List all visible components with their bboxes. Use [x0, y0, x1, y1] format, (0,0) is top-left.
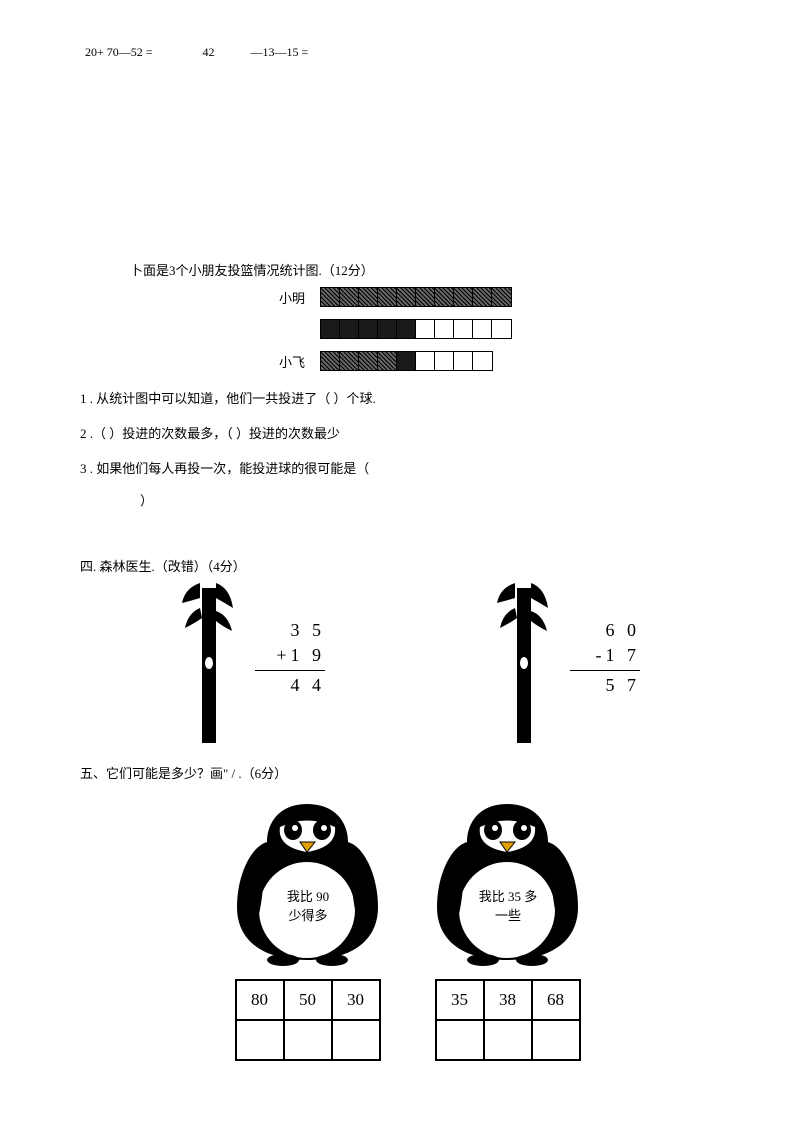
- top-equations-row: 20+ 70—52 = 42 —13—15 =: [85, 45, 740, 60]
- tree-icon: [495, 583, 550, 748]
- chart-cell: [321, 320, 340, 338]
- penguin-2-text: 我比 35 多 一些: [473, 887, 543, 926]
- chart-cell: [435, 288, 454, 306]
- chart-cell: [416, 320, 435, 338]
- chart-cell: [454, 352, 473, 370]
- section4-title: 四. 森林医生.（改错）（4分）: [80, 556, 740, 575]
- chart-cell: [340, 352, 359, 370]
- answer-cell[interactable]: [284, 1020, 332, 1060]
- chart-cell: [454, 320, 473, 338]
- options-table-2: 35 38 68: [435, 979, 581, 1061]
- chart-cell: [473, 352, 492, 370]
- chart-cell: [340, 288, 359, 306]
- option-cell[interactable]: 68: [532, 980, 580, 1020]
- chart-cell: [397, 320, 416, 338]
- question-1: 1 . 从统计图中可以知道，他们一共投进了（ ）个球.: [80, 383, 740, 414]
- trees-row: 3 5 +1 9 4 4 6 0 -1 7 5 7: [180, 583, 740, 748]
- chart-cell: [359, 352, 378, 370]
- question-2: 2 .（ ）投进的次数最多，（ ）投进的次数最少: [80, 418, 740, 449]
- chart-bar: [320, 287, 512, 307]
- chart-cell: [397, 288, 416, 306]
- chart-cell: [321, 288, 340, 306]
- answer-cell[interactable]: [332, 1020, 380, 1060]
- option-cell[interactable]: 30: [332, 980, 380, 1020]
- chart-cell: [378, 288, 397, 306]
- chart-cell: [321, 352, 340, 370]
- chart-row: 小飞: [255, 351, 740, 371]
- answer-cell[interactable]: [436, 1020, 484, 1060]
- answer-cell[interactable]: [532, 1020, 580, 1060]
- section5-title: 五、它们可能是多少？画" / .（6分）: [80, 763, 740, 782]
- penguin-1-text: 我比 90 少得多: [273, 887, 343, 926]
- chart-cell: [359, 320, 378, 338]
- penguins-row: 我比 90 少得多 80 50 30: [225, 792, 740, 1061]
- worksheet-page: 20+ 70—52 = 42 —13—15 = 卜面是3个小朋友投篮情况统计图.…: [0, 0, 800, 1091]
- option-cell[interactable]: 35: [436, 980, 484, 1020]
- chart-label: 小飞: [255, 352, 320, 371]
- chart-cell: [416, 352, 435, 370]
- chart-cell: [378, 320, 397, 338]
- equation-2: 42 —13—15 =: [203, 45, 309, 60]
- tree-problem-2: 6 0 -1 7 5 7: [495, 583, 640, 748]
- chart-label: 小明: [255, 288, 320, 307]
- chart-row: [255, 319, 740, 339]
- chart-cell: [359, 288, 378, 306]
- chart-cell: [454, 288, 473, 306]
- chart-cell: [378, 352, 397, 370]
- penguin-icon: [225, 792, 390, 967]
- chart-cell: [416, 288, 435, 306]
- chart-cell: [340, 320, 359, 338]
- chart-cell: [435, 320, 454, 338]
- penguin-block-2: 我比 35 多 一些 35 38 68: [425, 792, 590, 1061]
- options-table-1: 80 50 30: [235, 979, 381, 1061]
- chart-cell: [492, 320, 511, 338]
- bar-chart: 小明小飞: [85, 287, 740, 371]
- chart-cell: [397, 352, 416, 370]
- option-cell[interactable]: 50: [284, 980, 332, 1020]
- option-cell[interactable]: 80: [236, 980, 284, 1020]
- chart-bar: [320, 351, 493, 371]
- penguin-icon: [425, 792, 590, 967]
- chart-cell: [473, 320, 492, 338]
- calculation-2: 6 0 -1 7 5 7: [570, 618, 640, 699]
- section3-questions: 1 . 从统计图中可以知道，他们一共投进了（ ）个球. 2 .（ ）投进的次数最…: [80, 383, 740, 516]
- option-cell[interactable]: 38: [484, 980, 532, 1020]
- chart-cell: [473, 288, 492, 306]
- chart-row: 小明: [255, 287, 740, 307]
- answer-cell[interactable]: [236, 1020, 284, 1060]
- chart-bar: [320, 319, 512, 339]
- chart-cell: [492, 288, 511, 306]
- tree-icon: [180, 583, 235, 748]
- section3-title: 卜面是3个小朋友投篮情况统计图.（12分）: [130, 260, 740, 279]
- chart-cell: [435, 352, 454, 370]
- question-3: 3 . 如果他们每人再投一次，能投进球的很可能是（ ）: [80, 453, 740, 515]
- tree-problem-1: 3 5 +1 9 4 4: [180, 583, 325, 748]
- penguin-block-1: 我比 90 少得多 80 50 30: [225, 792, 390, 1061]
- answer-cell[interactable]: [484, 1020, 532, 1060]
- equation-1: 20+ 70—52 =: [85, 45, 153, 60]
- calculation-1: 3 5 +1 9 4 4: [255, 618, 325, 699]
